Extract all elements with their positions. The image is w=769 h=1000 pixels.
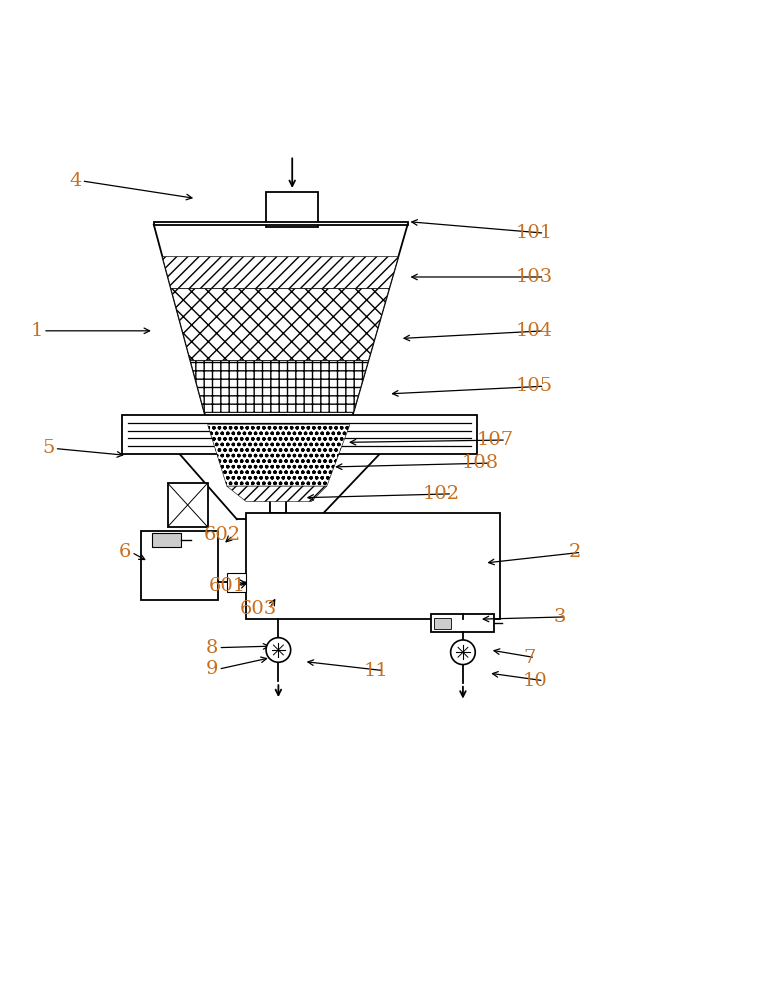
Text: 5: 5 <box>42 439 55 457</box>
Text: 104: 104 <box>515 322 552 340</box>
Bar <box>154 222 408 225</box>
Text: 105: 105 <box>515 377 552 395</box>
Text: 10: 10 <box>523 672 548 690</box>
Text: 4: 4 <box>69 172 82 190</box>
Bar <box>431 614 494 632</box>
Text: 107: 107 <box>477 431 514 449</box>
Bar <box>168 483 208 527</box>
Polygon shape <box>208 425 350 486</box>
Bar <box>260 562 296 577</box>
Bar <box>141 531 218 600</box>
Text: 602: 602 <box>204 526 241 544</box>
Polygon shape <box>227 486 327 502</box>
Bar <box>122 415 477 454</box>
Bar <box>258 519 298 536</box>
Text: 601: 601 <box>209 577 246 595</box>
Text: 103: 103 <box>515 268 552 286</box>
Text: 11: 11 <box>364 662 388 680</box>
Bar <box>270 454 286 513</box>
Text: 9: 9 <box>206 660 218 678</box>
Text: 1: 1 <box>31 322 43 340</box>
Bar <box>152 533 181 547</box>
Text: 102: 102 <box>423 485 460 503</box>
Bar <box>246 513 500 619</box>
Bar <box>227 573 246 592</box>
Bar <box>250 536 306 550</box>
Text: 8: 8 <box>206 639 218 657</box>
Bar <box>267 550 288 562</box>
Circle shape <box>266 638 291 662</box>
Polygon shape <box>171 289 389 361</box>
Text: 6: 6 <box>119 543 131 561</box>
Circle shape <box>451 640 475 665</box>
Text: 603: 603 <box>240 600 277 618</box>
Text: 3: 3 <box>554 608 566 626</box>
Text: 2: 2 <box>569 543 581 561</box>
Polygon shape <box>162 257 398 289</box>
Bar <box>266 192 318 227</box>
Bar <box>434 618 451 629</box>
Polygon shape <box>191 361 368 413</box>
Text: 108: 108 <box>461 454 498 472</box>
Bar <box>270 415 286 577</box>
Text: 101: 101 <box>515 224 552 242</box>
Text: 7: 7 <box>523 649 535 667</box>
